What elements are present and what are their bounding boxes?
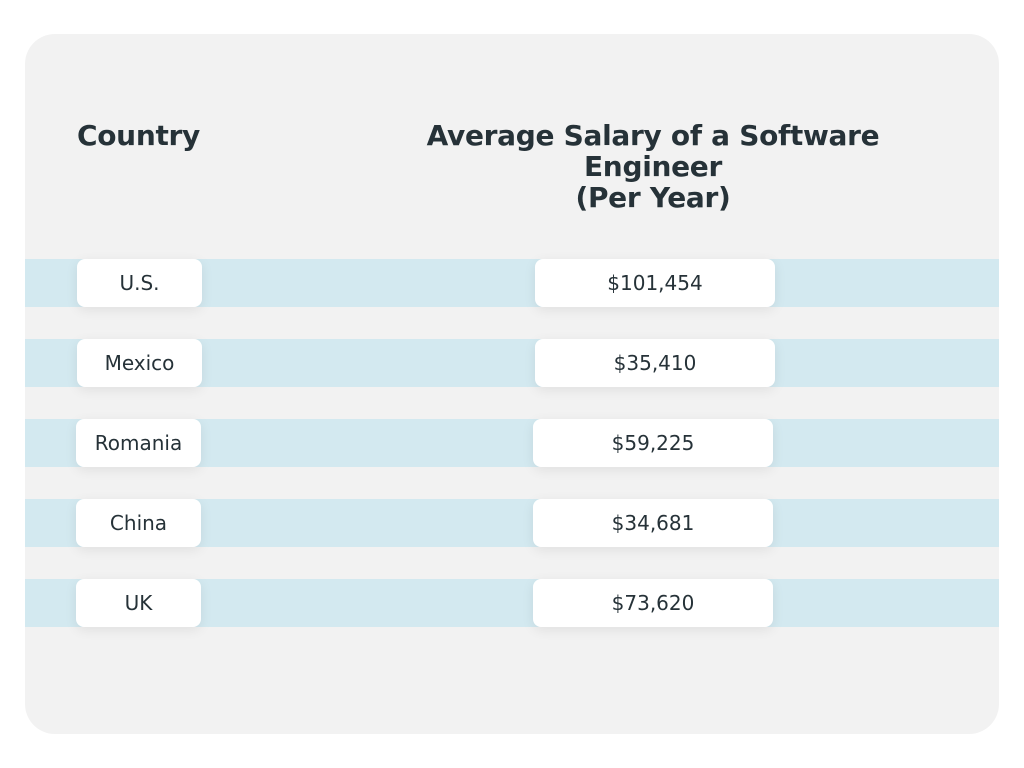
salary-column-header: Average Salary of a Software Engineer (P… <box>353 120 953 213</box>
salary-table-card: Country Average Salary of a Software Eng… <box>25 34 999 734</box>
country-cell: Romania <box>76 419 201 467</box>
country-cell: UK <box>76 579 201 627</box>
table-row: UK $73,620 <box>25 579 999 627</box>
country-cell: China <box>76 499 201 547</box>
table-row: U.S. $101,454 <box>25 259 999 307</box>
table-row: Romania $59,225 <box>25 419 999 467</box>
country-column-header: Country <box>77 119 200 152</box>
salary-header-line-2: (Per Year) <box>575 181 731 214</box>
salary-cell: $35,410 <box>535 339 775 387</box>
salary-cell: $101,454 <box>535 259 775 307</box>
country-cell: Mexico <box>77 339 202 387</box>
country-cell: U.S. <box>77 259 202 307</box>
salary-cell: $34,681 <box>533 499 773 547</box>
salary-header-line-1: Average Salary of a Software Engineer <box>426 119 880 183</box>
salary-cell: $73,620 <box>533 579 773 627</box>
table-row: China $34,681 <box>25 499 999 547</box>
salary-cell: $59,225 <box>533 419 773 467</box>
table-row: Mexico $35,410 <box>25 339 999 387</box>
